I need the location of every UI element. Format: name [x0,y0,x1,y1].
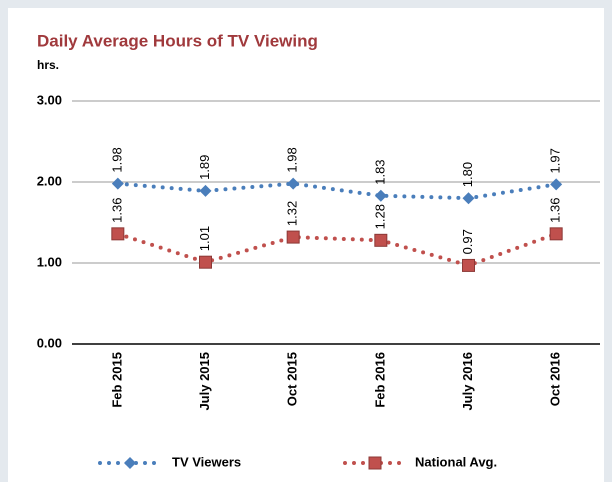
data-label: 1.36 [109,198,124,223]
series-line [115,231,559,268]
data-label: 1.97 [548,148,563,173]
legend-marker [368,456,382,470]
chart-panel [8,8,604,482]
x-tick-label: July 2016 [460,352,475,411]
data-label: 1.89 [197,155,212,180]
series-line [115,181,559,201]
data-label: 1.80 [460,162,475,187]
marker [111,227,125,241]
data-label: 1.36 [548,198,563,223]
y-tick-label: 2.00 [37,173,62,188]
data-label: 1.83 [372,159,387,184]
data-label: 0.97 [460,229,475,254]
x-tick-label: Feb 2016 [372,352,387,408]
marker [199,184,212,197]
marker [549,227,563,241]
legend-label: TV Viewers [172,454,241,469]
marker [286,230,300,244]
data-label: 1.32 [285,201,300,226]
y-tick-label: 1.00 [37,254,62,269]
y-tick-label: 3.00 [37,92,62,107]
marker [111,177,124,190]
x-tick-label: Oct 2015 [285,352,300,406]
y-tick-label: 0.00 [37,335,62,350]
x-tick-label: July 2015 [197,352,212,411]
legend-marker [124,457,136,469]
chart-title: Daily Average Hours of TV Viewing [37,31,318,50]
marker [287,177,300,190]
marker [462,192,475,205]
data-label: 1.28 [372,204,387,229]
data-label: 1.01 [197,226,212,251]
y-axis-label: hrs. [37,58,59,72]
marker [374,189,387,202]
x-tick-label: Feb 2015 [109,352,124,408]
marker [550,178,563,191]
marker [462,258,475,272]
marker [199,255,212,269]
data-label: 1.98 [109,147,124,172]
data-label: 1.98 [285,147,300,172]
x-tick-label: Oct 2016 [548,352,563,406]
marker [374,233,388,247]
legend-label: National Avg. [415,454,497,469]
